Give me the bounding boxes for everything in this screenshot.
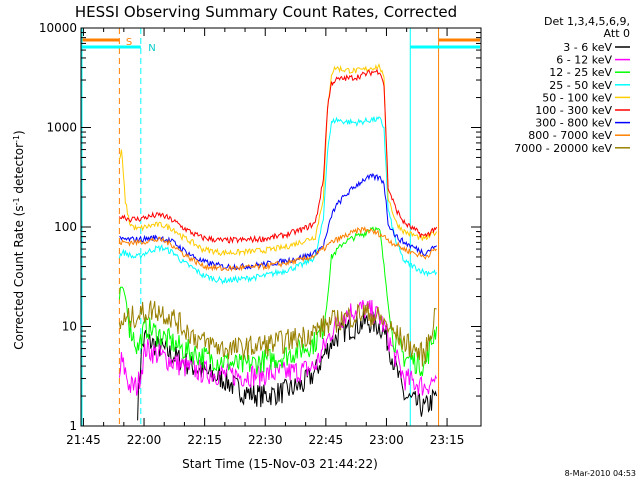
- series-line-4: [118, 62, 438, 257]
- y-axis-label-sup2: -1: [12, 135, 21, 143]
- legend-header-2: Att 0: [604, 27, 630, 40]
- y-tick-label: 1: [69, 419, 77, 433]
- legend-label-4: 50 - 100 keV: [542, 91, 612, 104]
- plot-series: [118, 62, 438, 421]
- y-axis-label-main: Corrected Count Rate (s: [12, 205, 26, 349]
- y-tick-label: 10000: [39, 21, 77, 35]
- saa-label: S: [126, 37, 132, 48]
- y-axis-ticks: 1 10 100 1000 10000: [39, 21, 481, 433]
- y-axis-label-end: ): [12, 130, 26, 135]
- legend-label-6: 300 - 800 keV: [535, 117, 612, 130]
- legend-label-3: 25 - 50 keV: [549, 79, 612, 92]
- y-tick-label: 100: [54, 220, 77, 234]
- y-tick-label: 10: [62, 320, 77, 334]
- plot-frame: [80, 27, 482, 427]
- legend-label-5: 100 - 300 keV: [535, 104, 612, 117]
- legend-label-1: 6 - 12 keV: [556, 54, 612, 67]
- legend-label-2: 12 - 25 keV: [549, 66, 612, 79]
- y-axis-label: Corrected Count Rate (s-1 detector-1): [12, 130, 27, 349]
- night-label: N: [148, 43, 155, 54]
- timestamp: 8-Mar-2010 04:53: [565, 469, 636, 478]
- x-tick-label: 22:00: [127, 433, 162, 447]
- y-axis-label-sup1: -1: [12, 197, 21, 205]
- y-tick-label: 1000: [46, 121, 77, 135]
- series-line-5: [118, 68, 438, 244]
- x-tick-label: 21:45: [66, 433, 101, 447]
- series-line-2: [118, 226, 438, 377]
- y-axis-label-mid: detector: [12, 143, 26, 198]
- legend-label-7: 800 - 7000 keV: [528, 129, 612, 142]
- series-line-8: [118, 300, 437, 367]
- legend-label-8: 7000 - 20000 keV: [514, 142, 612, 155]
- x-axis-label: Start Time (15-Nov-03 21:44:22): [182, 457, 378, 471]
- series-line-0: [137, 310, 438, 421]
- x-tick-label: 22:30: [248, 433, 283, 447]
- x-tick-label: 22:15: [187, 433, 222, 447]
- legend-header-1: Det 1,3,4,5,6,9,: [544, 15, 630, 28]
- x-tick-label: 23:00: [369, 433, 404, 447]
- x-tick-label: 23:15: [430, 433, 465, 447]
- series-line-7: [118, 225, 437, 272]
- x-axis-ticks: 21:45 22:00 22:15 22:30 22:45 23:00 23:15: [66, 28, 464, 447]
- x-tick-label: 22:45: [309, 433, 344, 447]
- series-line-3: [118, 116, 438, 285]
- legend-label-0: 3 - 6 keV: [563, 41, 612, 54]
- series-line-6: [119, 172, 437, 271]
- chart-title: HESSI Observing Summary Count Rates, Cor…: [75, 3, 457, 21]
